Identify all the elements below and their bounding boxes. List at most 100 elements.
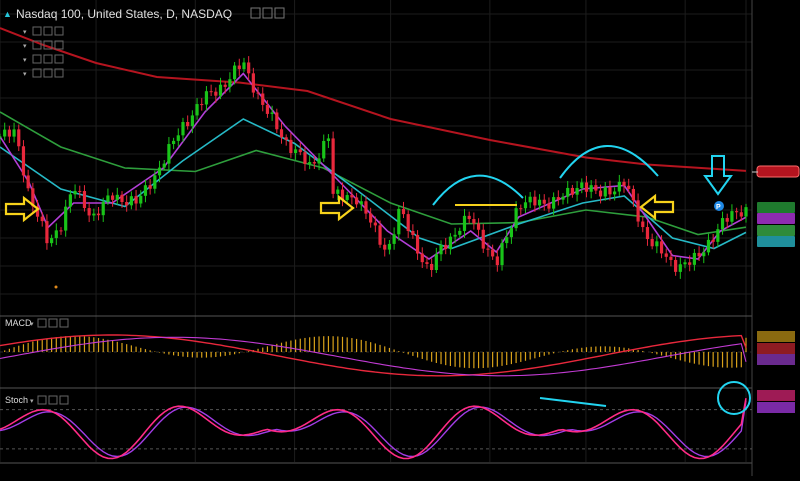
indicator-control-icon [54, 68, 64, 78]
panel-control-icon [59, 395, 69, 405]
price-badge [756, 165, 800, 178]
candle-body [720, 218, 725, 230]
candle-body [730, 211, 734, 222]
arrow-icon [319, 194, 355, 222]
candle-body [444, 244, 448, 250]
candle-body [692, 252, 696, 265]
candle-body [575, 188, 579, 195]
candle-body [378, 225, 382, 245]
candle-body [486, 248, 490, 250]
candle-body [35, 206, 40, 217]
candle-body [256, 92, 260, 94]
candle-body [228, 79, 232, 87]
dropdown-icon: ▾ [23, 29, 27, 36]
candle-body [298, 149, 302, 153]
candle-body [232, 65, 237, 80]
candle-body [439, 244, 443, 255]
candle-body [101, 201, 105, 216]
indicator-control-icon [54, 26, 64, 36]
candle-body [392, 234, 396, 244]
candle-body [317, 158, 321, 164]
candle-body [425, 262, 429, 264]
close-icon[interactable] [274, 7, 285, 19]
candle-body [430, 263, 434, 270]
candle-body [115, 194, 119, 200]
candle-body [716, 229, 720, 242]
candle-body [350, 195, 354, 198]
candle-body [157, 167, 162, 176]
candle-body [125, 202, 129, 206]
candle-body [631, 188, 635, 201]
settings-icon[interactable] [250, 7, 261, 19]
price-badge [757, 213, 795, 224]
candle-body [12, 129, 16, 137]
candle-body [495, 256, 499, 266]
candle-body [247, 62, 251, 74]
symbol-arrow-icon[interactable]: ▲ [3, 9, 12, 19]
candle-body [73, 190, 77, 195]
candle-body [415, 234, 420, 254]
candle-body [200, 104, 204, 106]
candle-body [284, 137, 288, 140]
candle-body [111, 195, 115, 200]
ema-line-1 [0, 27, 747, 172]
header-bar: ▲ Nasdaq 100, United States, D, NASDAQ [3, 7, 285, 21]
highlight-circle [717, 381, 751, 415]
candle-body [580, 182, 584, 189]
candle-body [613, 191, 617, 195]
candle-body [340, 189, 345, 201]
candle-body [552, 197, 556, 209]
candle-body [303, 152, 307, 164]
candle-body [603, 187, 607, 197]
candle-body [186, 122, 190, 127]
lower-panels [0, 334, 752, 460]
earnings-marker-letter: P [716, 204, 721, 211]
candle-body [683, 262, 687, 265]
macd-badge-bg [757, 354, 795, 365]
candle-body [7, 129, 11, 137]
eye-icon[interactable] [262, 7, 273, 19]
candle-body [195, 104, 199, 116]
candle-body [397, 208, 401, 235]
candle-body [139, 195, 143, 204]
candle-body [739, 212, 743, 217]
price-badge-bg [757, 225, 795, 236]
candle-body [556, 197, 560, 200]
price-badge [757, 225, 795, 236]
price-axis [752, 0, 800, 476]
candle-body [523, 202, 528, 209]
price-badge-bg [756, 165, 800, 178]
candle-body [345, 195, 349, 201]
candle-body [655, 241, 659, 247]
candle-body [270, 112, 274, 114]
candle-body [528, 196, 532, 203]
candle-body [500, 243, 504, 266]
dropdown-icon: ▾ [23, 71, 27, 78]
candle-body [387, 243, 392, 250]
indicator-control-icon [54, 40, 64, 50]
candle-body [537, 199, 542, 206]
candle-body [326, 138, 331, 141]
macd-badge-bg [757, 331, 795, 342]
candle-body [622, 181, 626, 186]
candle-body [312, 162, 316, 164]
candle-body [308, 162, 312, 164]
price-badge-bg [757, 202, 795, 213]
candle-body [369, 213, 373, 223]
candle-body [669, 256, 673, 260]
candle-body [204, 91, 209, 105]
stoch-label: Stoch [5, 395, 28, 405]
candle-body [54, 230, 58, 239]
candle-body [645, 227, 650, 240]
candle-body [293, 149, 298, 154]
candle-body [106, 195, 110, 202]
candle-body [547, 203, 551, 209]
candle-body [650, 239, 654, 247]
signal-line [0, 336, 747, 377]
candle-body [688, 262, 692, 265]
candle-body [598, 190, 603, 197]
indicator-control-icon [32, 26, 42, 36]
candle-body [153, 175, 157, 189]
candle-body [453, 234, 457, 237]
